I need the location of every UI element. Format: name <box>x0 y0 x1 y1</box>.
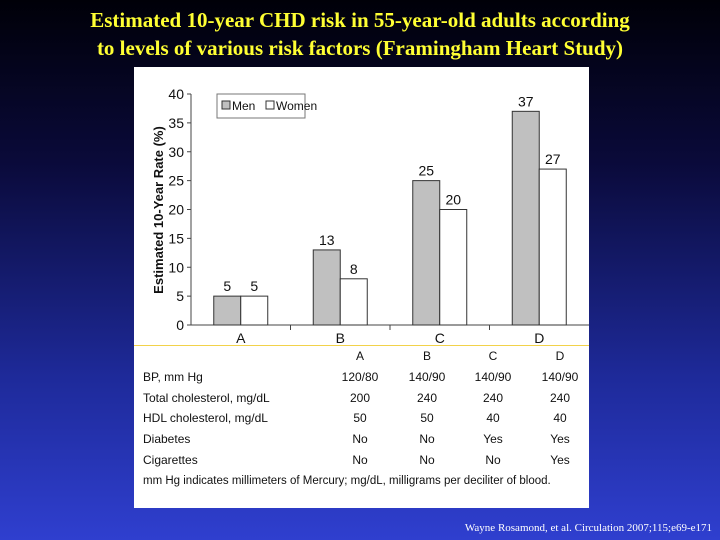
cell-value: Yes <box>550 453 570 467</box>
table-header-b: B <box>422 349 431 363</box>
bar-women <box>339 278 368 326</box>
table-row-hdl-cholesterol: HDL cholesterol, mg/dL 50 50 40 40 <box>134 411 589 431</box>
y-axis-title: Estimated 10-Year Rate (%) <box>151 126 166 294</box>
row-label: Cigarettes <box>143 453 198 467</box>
data-label: 20 <box>445 192 461 208</box>
y-tick-label: 10 <box>168 259 184 275</box>
table-row-total-cholesterol: Total cholesterol, mg/dL 200 240 240 240 <box>134 391 589 411</box>
legend-swatch-women <box>265 100 275 110</box>
y-tick-label: 35 <box>168 115 184 131</box>
cell-value: Yes <box>550 432 570 446</box>
slide-title: Estimated 10-year CHD risk in 55-year-ol… <box>0 6 720 62</box>
slide-title-line-1: Estimated 10-year CHD risk in 55-year-ol… <box>90 8 630 32</box>
bar-men <box>511 110 540 326</box>
cell-value: 240 <box>549 391 571 405</box>
y-tick-label: 20 <box>168 202 184 218</box>
table-header-a: A <box>355 349 364 363</box>
table-row-diabetes: Diabetes No No Yes Yes <box>134 432 589 452</box>
data-label: 13 <box>319 232 335 248</box>
cell-value: No <box>352 453 368 467</box>
table-row-bp: BP, mm Hg 120/80 140/90 140/90 140/90 <box>134 370 589 390</box>
x-tick-label: C <box>435 330 445 345</box>
cell-value: No <box>352 432 368 446</box>
slide-title-line-2: to levels of various risk factors (Frami… <box>96 36 624 60</box>
y-tick-label: 5 <box>176 288 184 304</box>
bar-women <box>240 295 269 326</box>
x-tick-label: D <box>534 330 544 345</box>
legend-label-women: Women <box>276 99 317 113</box>
bar-women <box>538 168 567 326</box>
bar-men <box>213 295 242 326</box>
legend-swatch-men <box>221 100 231 110</box>
figure-panel: 0 5 10 15 20 25 30 35 40 Estimated 10-Year Rate (… <box>134 67 589 508</box>
y-tick-label: 40 <box>168 86 184 102</box>
cell-value: 120/80 <box>341 370 379 384</box>
cell-value: 140/90 <box>541 370 579 384</box>
legend-label-men: Men <box>232 99 255 113</box>
table-header-d: D <box>555 349 565 363</box>
bar-chart: 0 5 10 15 20 25 30 35 40 Estimated 10-Year Rate (… <box>151 86 589 345</box>
cell-value: No <box>419 432 435 446</box>
x-tick-label: B <box>336 330 345 345</box>
table-header-c: C <box>488 349 498 363</box>
row-label: HDL cholesterol, mg/dL <box>143 411 268 425</box>
cell-value: 240 <box>482 391 504 405</box>
cell-value: 140/90 <box>408 370 446 384</box>
cell-value: 40 <box>553 411 567 425</box>
y-tick-label: 15 <box>168 230 184 246</box>
bar-men <box>412 180 441 326</box>
legend-box <box>216 93 306 119</box>
y-tick-label: 25 <box>168 173 184 189</box>
cell-value: No <box>419 453 435 467</box>
table-footnote: mm Hg indicates millimeters of Mercury; … <box>143 475 551 487</box>
bar-men <box>312 249 341 326</box>
row-label: Total cholesterol, mg/dL <box>143 391 270 405</box>
data-label: 5 <box>250 278 258 294</box>
cell-value: No <box>485 453 501 467</box>
data-label: 25 <box>418 163 434 179</box>
y-tick-label: 30 <box>168 144 184 160</box>
cell-value: 140/90 <box>474 370 512 384</box>
bar-women <box>439 209 468 326</box>
row-label: Diabetes <box>143 432 191 446</box>
data-label: 8 <box>350 261 358 277</box>
source-citation: Wayne Rosamond, et al. Circulation 2007;… <box>464 522 712 534</box>
cell-value: Yes <box>483 432 503 446</box>
cell-value: 50 <box>353 411 367 425</box>
y-tick-label: 0 <box>176 317 184 333</box>
risk-factor-table: A B C D BP, mm Hg 120/80 140/90 140/90 1… <box>134 345 589 509</box>
cell-value: 40 <box>486 411 500 425</box>
data-label: 5 <box>223 278 231 294</box>
x-tick-label: A <box>236 330 246 345</box>
cell-value: 200 <box>349 391 371 405</box>
data-label: 27 <box>545 151 561 167</box>
cell-value: 240 <box>416 391 438 405</box>
row-label: BP, mm Hg <box>143 370 203 384</box>
data-label: 37 <box>518 93 534 109</box>
table-header-row: A B C D <box>134 349 589 369</box>
cell-value: 50 <box>420 411 434 425</box>
table-row-cigarettes: Cigarettes No No No Yes <box>134 453 589 473</box>
